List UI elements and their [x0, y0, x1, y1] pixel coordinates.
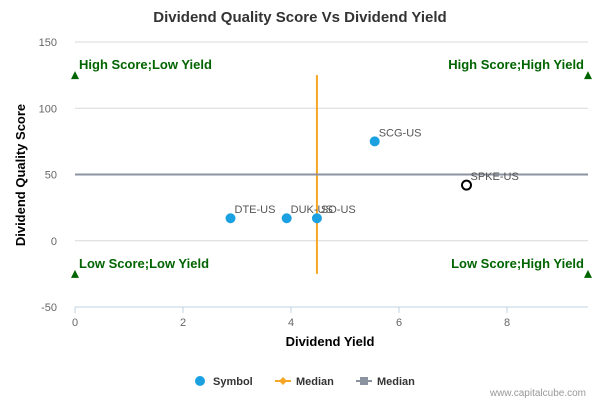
data-label: DTE-US [235, 204, 276, 216]
legend-diamond-icon [279, 377, 287, 385]
data-label: SO-US [321, 204, 356, 216]
quadrant-labels: High Score;Low Yield High Score;High Yiel… [71, 57, 592, 278]
x-tick-label: 0 [72, 317, 78, 329]
credit-text: www.capitalcube.com [489, 388, 586, 399]
x-axis-ticks: 0 2 4 6 8 [72, 306, 588, 329]
data-point [281, 213, 292, 224]
legend-item[interactable]: Median [356, 376, 415, 388]
x-tick-label: 6 [396, 317, 402, 329]
data-label: SCG-US [379, 127, 422, 139]
y-tick-label: 0 [51, 236, 57, 248]
data-point [369, 136, 380, 147]
y-axis-title: Dividend Quality Score [13, 104, 28, 246]
x-tick-label: 4 [288, 317, 294, 329]
y-tick-label: -50 [41, 302, 57, 314]
legend-item[interactable]: Median [275, 376, 334, 388]
data-point [311, 213, 322, 224]
quadrant-label: High Score;Low Yield [79, 57, 212, 72]
legend[interactable]: Symbol Median Median [195, 376, 415, 388]
y-tick-label: 100 [39, 103, 57, 115]
legend-item[interactable]: Symbol [195, 376, 253, 388]
quadrant-marker-icon [71, 269, 79, 278]
chart-title: Dividend Quality Score Vs Dividend Yield [153, 9, 446, 26]
quadrant-marker-icon [71, 71, 79, 80]
quadrant-marker-icon [584, 269, 592, 278]
y-tick-label: 150 [39, 37, 57, 49]
data-label: SPKE-US [471, 171, 519, 183]
legend-label: Median [377, 376, 415, 388]
data-point [225, 213, 236, 224]
quadrant-label: High Score;High Yield [448, 57, 584, 72]
quadrant-label: Low Score;High Yield [451, 256, 584, 271]
legend-label: Symbol [213, 376, 253, 388]
data-label: DUK-US [291, 204, 333, 216]
median-lines [75, 75, 588, 274]
y-tick-label: 50 [45, 170, 57, 182]
legend-square-icon [360, 377, 368, 385]
quadrant-label: Low Score;Low Yield [79, 256, 209, 271]
x-axis-title: Dividend Yield [286, 334, 375, 349]
legend-dot-icon [195, 376, 205, 386]
data-point-highlighted [461, 179, 472, 191]
y-axis-ticks: -50 0 50 100 150 [39, 37, 57, 314]
x-tick-label: 2 [180, 317, 186, 329]
quadrant-marker-icon [584, 71, 592, 80]
x-tick-label: 8 [504, 317, 510, 329]
legend-label: Median [296, 376, 334, 388]
